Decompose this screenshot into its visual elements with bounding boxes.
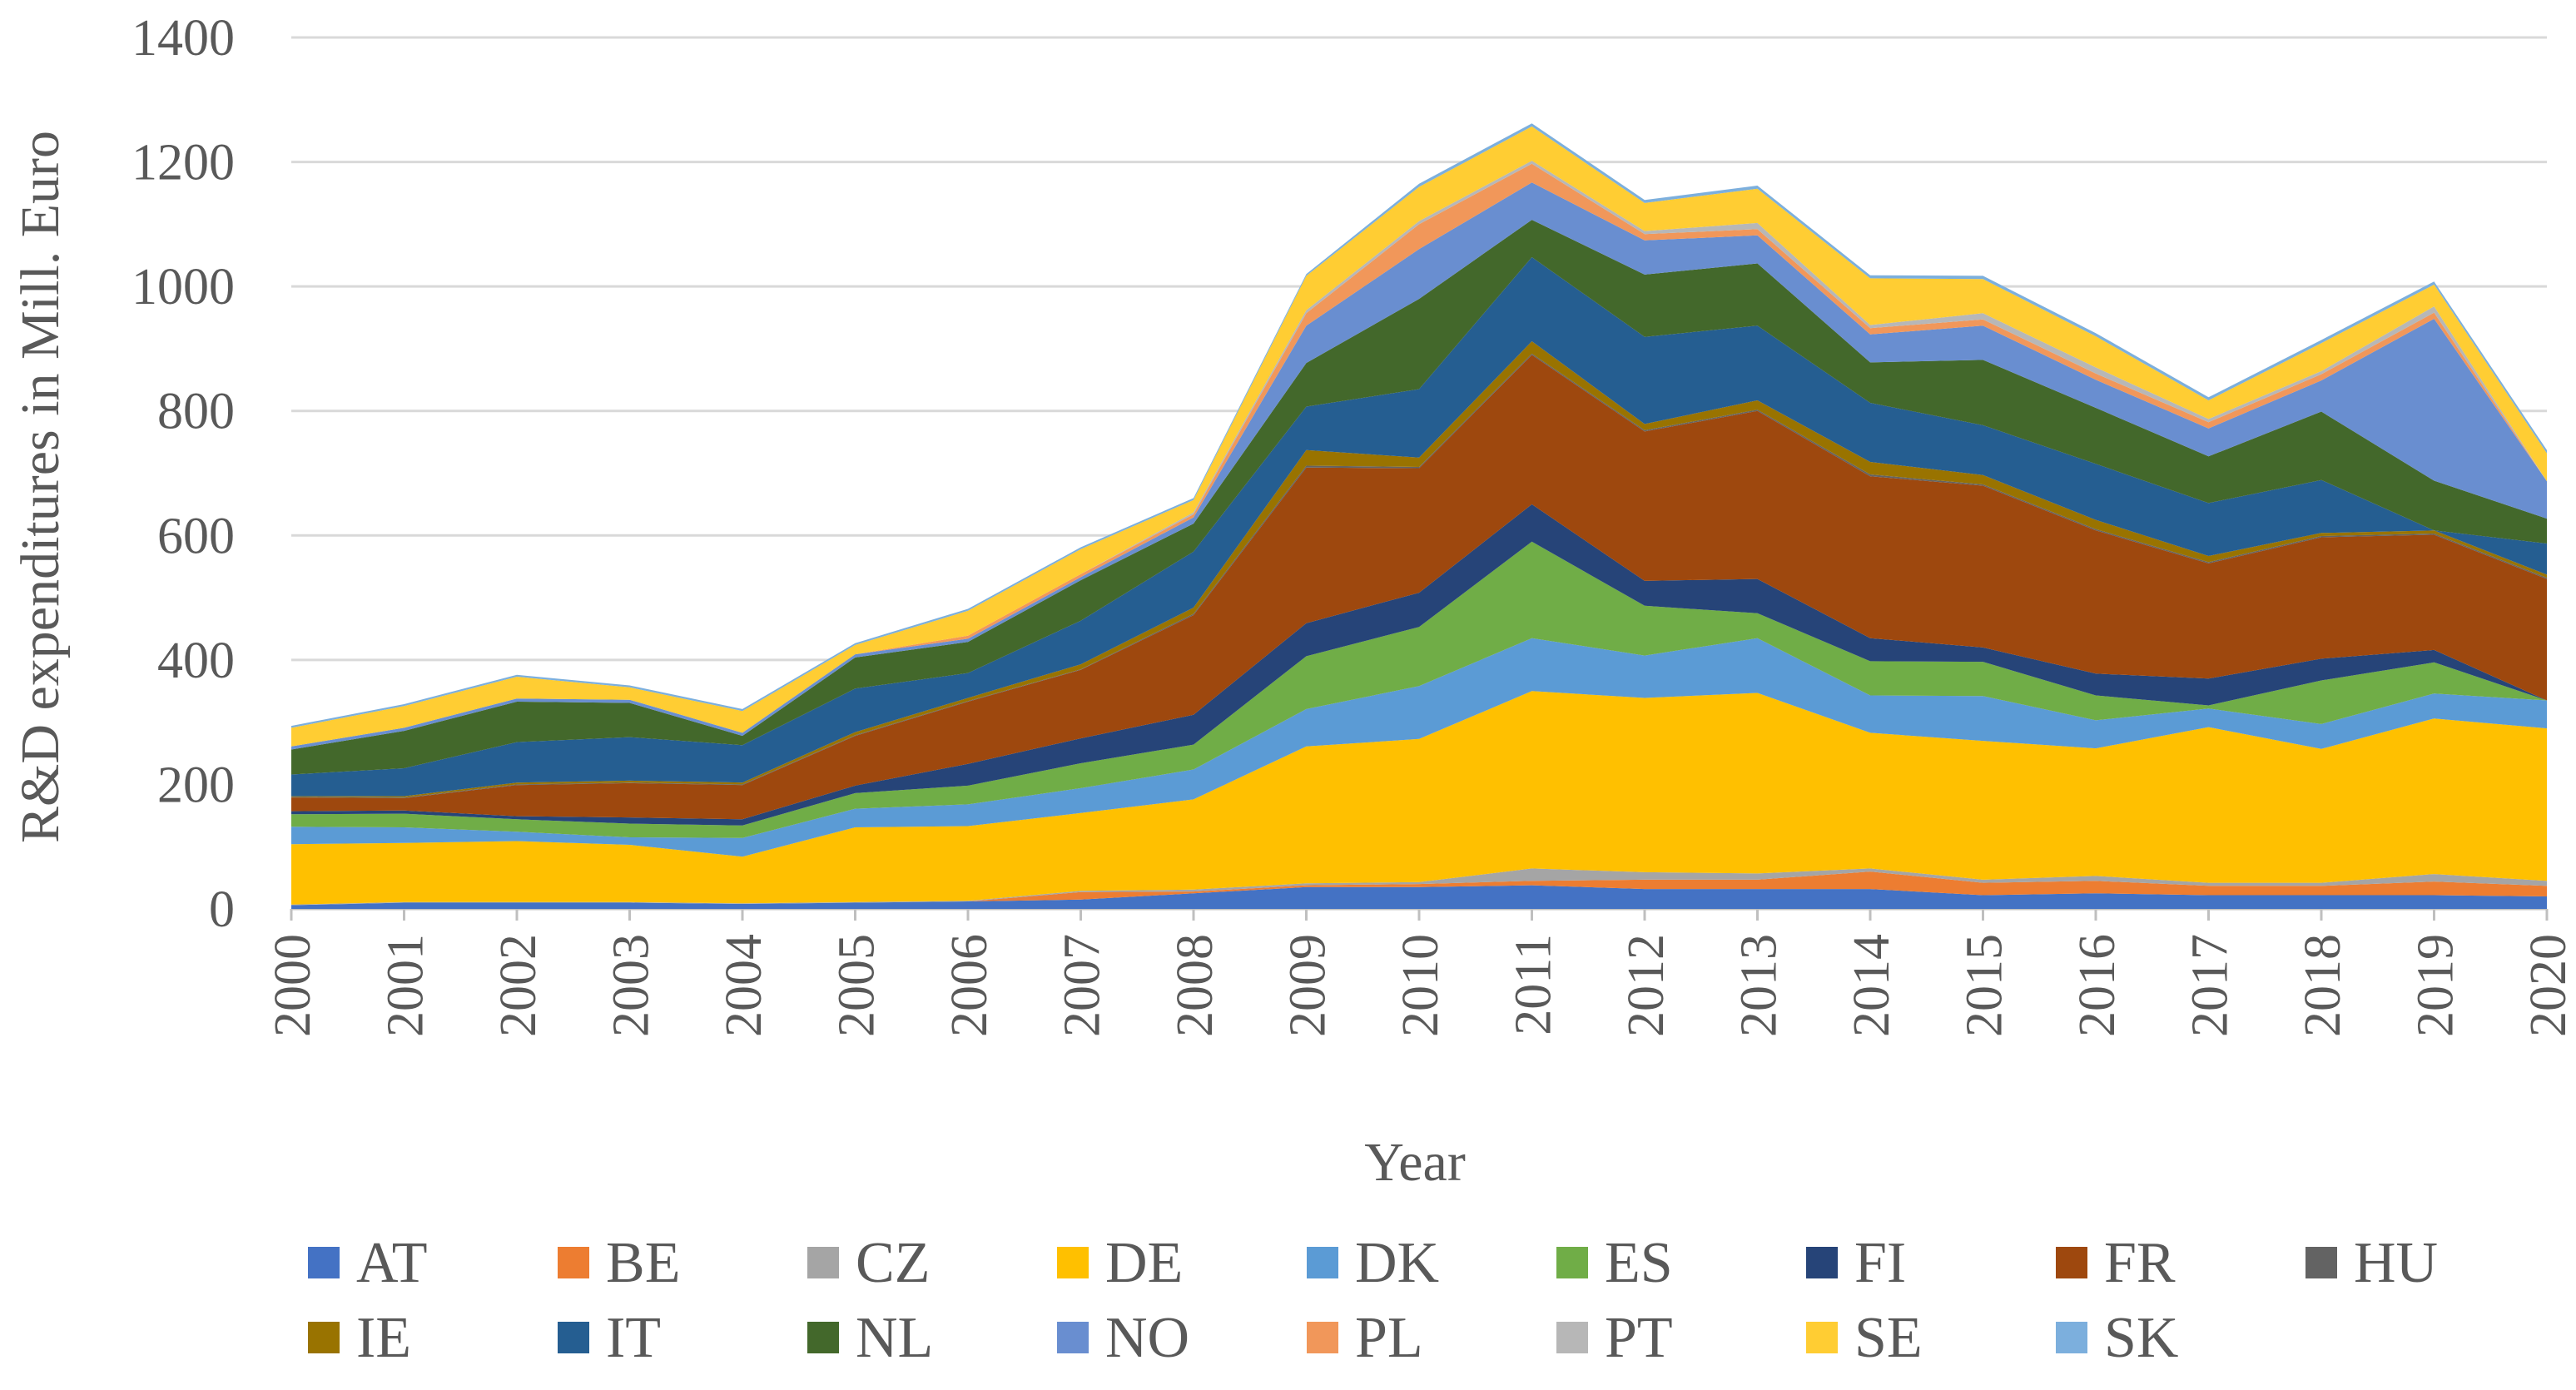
- legend-label-hu: HU: [2354, 1231, 2438, 1295]
- y-tick-label: 1000: [132, 259, 235, 315]
- legend: AT BE CZ DE DK ES FI FR HU IE IT NL NO PL PT SE SK: [308, 1231, 2438, 1370]
- legend-swatch-pl: [1307, 1322, 1338, 1353]
- legend-swatch-se: [1806, 1322, 1838, 1353]
- y-axis-ticks: 0 200 400 600 800 1000 1200 1400: [132, 10, 235, 938]
- x-tick-label: 2018: [2295, 934, 2351, 1037]
- x-tick-label: 2015: [1957, 934, 2013, 1037]
- legend-label-se: SE: [1854, 1306, 1923, 1370]
- x-tick-label: 2006: [941, 934, 998, 1037]
- legend-label-ie: IE: [356, 1306, 411, 1370]
- x-tick-label: 2016: [2069, 934, 2126, 1037]
- legend-swatch-be: [558, 1247, 589, 1278]
- y-tick-label: 800: [157, 384, 235, 440]
- area-series-be: [291, 871, 2547, 906]
- y-tick-label: 1400: [132, 10, 235, 67]
- x-axis-ticks: 2000 2001 2002 2003 2004 2005 2006 2007 2008 2009…: [265, 909, 2576, 1037]
- area-series-se: [291, 126, 2547, 747]
- x-tick-label: 2010: [1392, 934, 1449, 1037]
- legend-label-no: NO: [1105, 1306, 1189, 1370]
- x-tick-label: 2002: [490, 934, 547, 1037]
- legend-label-at: AT: [356, 1231, 428, 1295]
- x-tick-label: 2012: [1618, 934, 1675, 1037]
- x-tick-label: 2020: [2520, 934, 2576, 1037]
- x-tick-label: 2005: [829, 934, 886, 1037]
- x-tick-label: 2009: [1280, 934, 1337, 1037]
- y-tick-label: 400: [157, 633, 235, 689]
- legend-swatch-no: [1057, 1322, 1089, 1353]
- legend-swatch-nl: [807, 1322, 839, 1353]
- x-axis-title: Year: [1364, 1132, 1466, 1193]
- legend-swatch-de: [1057, 1247, 1089, 1278]
- area-series-fr: [291, 355, 2547, 820]
- legend-label-fi: FI: [1854, 1231, 1906, 1295]
- area-series-dk: [291, 638, 2547, 857]
- y-tick-label: 0: [209, 881, 235, 938]
- legend-label-be: BE: [606, 1231, 680, 1295]
- x-tick-label: 2011: [1506, 934, 1562, 1035]
- x-tick-label: 2001: [378, 934, 434, 1037]
- legend-label-sk: SK: [2104, 1306, 2178, 1370]
- legend-swatch-hu: [2305, 1247, 2337, 1278]
- legend-label-fr: FR: [2104, 1231, 2176, 1295]
- legend-label-es: ES: [1605, 1231, 1673, 1295]
- x-tick-label: 2004: [716, 934, 772, 1037]
- legend-label-cz: CZ: [856, 1231, 930, 1295]
- x-tick-label: 2000: [265, 934, 321, 1037]
- legend-swatch-ie: [308, 1322, 340, 1353]
- area-series-nl: [291, 220, 2547, 775]
- x-tick-label: 2013: [1731, 934, 1788, 1037]
- area-series-de: [291, 691, 2547, 905]
- area-series-no: [291, 182, 2547, 750]
- legend-label-de: DE: [1105, 1231, 1183, 1295]
- y-tick-label: 200: [157, 757, 235, 813]
- area-series-at: [291, 885, 2547, 909]
- legend-label-pl: PL: [1355, 1306, 1423, 1370]
- legend-swatch-fr: [2056, 1247, 2087, 1278]
- x-tick-label: 2014: [1844, 934, 1900, 1037]
- legend-swatch-sk: [2056, 1322, 2087, 1353]
- legend-label-pt: PT: [1605, 1306, 1673, 1370]
- y-tick-label: 1200: [132, 135, 235, 191]
- x-tick-label: 2007: [1055, 934, 1111, 1037]
- legend-swatch-es: [1556, 1247, 1588, 1278]
- legend-swatch-dk: [1307, 1247, 1338, 1278]
- x-tick-label: 2019: [2408, 934, 2464, 1037]
- area-series-group: [291, 123, 2547, 909]
- area-series-it: [291, 257, 2547, 797]
- legend-label-dk: DK: [1355, 1231, 1439, 1295]
- legend-swatch-cz: [807, 1247, 839, 1278]
- x-tick-label: 2003: [603, 934, 660, 1037]
- legend-label-it: IT: [606, 1306, 661, 1370]
- x-tick-label: 2008: [1167, 934, 1223, 1037]
- x-tick-label: 2017: [2182, 934, 2239, 1037]
- legend-swatch-it: [558, 1322, 589, 1353]
- legend-swatch-at: [308, 1247, 340, 1278]
- legend-label-nl: NL: [856, 1306, 933, 1370]
- y-axis-title: R&D expenditures in Mill. Euro: [10, 131, 71, 843]
- legend-swatch-pt: [1556, 1322, 1588, 1353]
- legend-swatch-fi: [1806, 1247, 1838, 1278]
- y-tick-label: 600: [157, 508, 235, 564]
